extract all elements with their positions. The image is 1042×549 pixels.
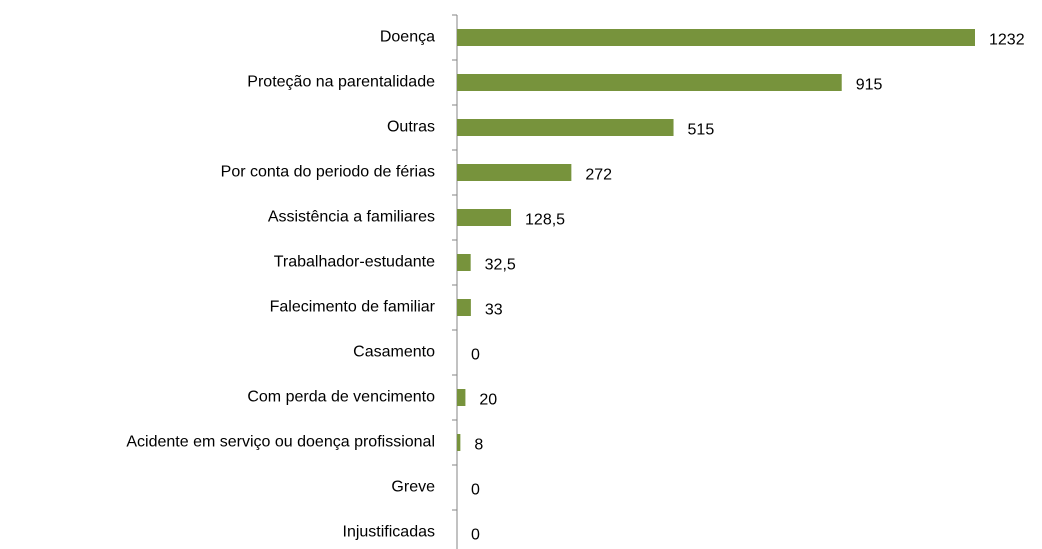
category-label: Casamento xyxy=(353,344,435,361)
category-label: Por conta do periodo de férias xyxy=(221,164,435,181)
value-label: 915 xyxy=(856,77,883,94)
category-label: Greve xyxy=(391,479,435,496)
category-label: Doença xyxy=(380,29,435,46)
category-label: Com perda de vencimento xyxy=(247,389,435,406)
bar xyxy=(457,299,471,316)
bar xyxy=(457,389,466,406)
value-label: 1232 xyxy=(989,32,1025,49)
category-label: Injustificadas xyxy=(343,524,436,541)
category-label: Outras xyxy=(387,119,435,136)
bar xyxy=(457,74,842,91)
value-label: 32,5 xyxy=(485,257,516,274)
bar xyxy=(457,164,572,181)
bar xyxy=(457,29,975,46)
value-label: 272 xyxy=(585,167,612,184)
value-label: 20 xyxy=(479,392,497,409)
value-label: 0 xyxy=(471,482,480,499)
value-label: 8 xyxy=(474,437,483,454)
bar xyxy=(457,209,512,226)
value-label: 128,5 xyxy=(525,212,565,229)
category-label: Acidente em serviço ou doença profission… xyxy=(126,434,435,451)
value-label: 515 xyxy=(688,122,715,139)
category-label: Assistência a familiares xyxy=(268,209,435,226)
bar xyxy=(457,434,461,451)
category-label: Trabalhador-estudante xyxy=(274,254,435,271)
bar xyxy=(457,119,674,136)
value-label: 33 xyxy=(485,302,503,319)
category-label: Falecimento de familiar xyxy=(270,299,436,316)
bar xyxy=(457,254,471,271)
value-label: 0 xyxy=(471,347,480,364)
value-label: 0 xyxy=(471,527,480,544)
category-label: Proteção na parentalidade xyxy=(247,74,435,91)
